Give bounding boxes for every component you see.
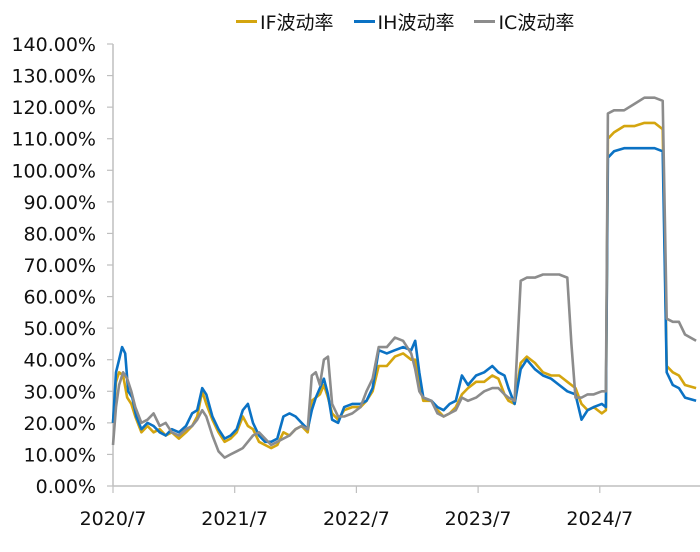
- y-tick-label: 130.00%: [11, 66, 96, 88]
- x-tick-label: 2022/7: [323, 508, 390, 530]
- series-line-1: [111, 146, 697, 444]
- legend-item-ih: IH波动率: [353, 8, 455, 35]
- x-tick-label: 2023/7: [445, 508, 512, 530]
- series-lines: [111, 96, 697, 459]
- y-tick-label: 50.00%: [24, 318, 96, 340]
- x-tick-label: 2020/7: [80, 508, 147, 530]
- legend-item-if: IF波动率: [236, 8, 334, 35]
- y-tick-label: 30.00%: [24, 381, 96, 403]
- legend-item-ic: IC波动率: [474, 8, 574, 35]
- legend-swatch-if: [236, 20, 257, 23]
- chart-legend: IF波动率 IH波动率 IC波动率: [236, 8, 574, 35]
- legend-label-ih: IH波动率: [377, 12, 455, 34]
- legend-label-ic: IC波动率: [498, 12, 575, 34]
- x-axis: 2020/7 2021/7 2022/7 2023/7 2024/7: [80, 485, 700, 530]
- y-tick-label: 60.00%: [24, 287, 96, 309]
- y-tick-label: 140.00%: [11, 34, 96, 56]
- legend-label-if: IF波动率: [260, 12, 334, 34]
- x-tick-label: 2024/7: [566, 508, 633, 530]
- y-tick-label: 40.00%: [24, 350, 96, 372]
- y-tick-label: 110.00%: [11, 129, 96, 151]
- legend-swatch-ih: [353, 20, 375, 23]
- series-line-2: [111, 96, 697, 459]
- y-tick-label: 70.00%: [24, 255, 96, 277]
- y-tick-label: 80.00%: [24, 223, 96, 245]
- y-axis: 0.00% 10.00% 20.00% 30.00% 40.00% 50.00% 60.00…: [11, 34, 114, 498]
- y-tick-label: 20.00%: [24, 413, 96, 435]
- y-tick-label: 120.00%: [11, 97, 96, 119]
- y-tick-label: 90.00%: [24, 192, 96, 214]
- y-tick-label: 10.00%: [24, 444, 96, 466]
- series-line-0: [111, 121, 697, 450]
- legend-swatch-ic: [474, 20, 496, 23]
- y-tick-label: 100.00%: [11, 160, 96, 182]
- y-tick-label: 0.00%: [36, 476, 96, 498]
- x-tick-label: 2021/7: [201, 508, 268, 530]
